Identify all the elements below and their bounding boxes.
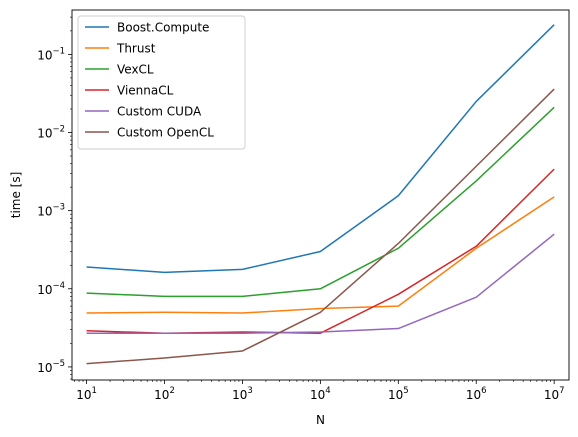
- x-tick-label: 106: [466, 386, 487, 402]
- legend-label-2: VexCL: [117, 63, 154, 77]
- legend-label-4: Custom CUDA: [117, 105, 202, 119]
- x-tick-label: 104: [310, 386, 331, 402]
- series-line-5: [86, 88, 555, 365]
- series-line-4: [86, 233, 555, 334]
- x-tick-label: 105: [388, 386, 409, 402]
- y-tick-label: 10−5: [37, 359, 65, 375]
- x-tick-label: 103: [232, 386, 253, 402]
- series-line-0: [86, 24, 555, 274]
- legend-label-1: Thrust: [116, 42, 156, 56]
- y-axis-label: time [s]: [9, 172, 23, 219]
- legend-label-3: ViennaCL: [117, 84, 174, 98]
- y-tick-label: 10−2: [37, 125, 65, 141]
- x-tick-label: 107: [544, 386, 565, 402]
- x-tick-label: 101: [76, 386, 97, 402]
- series-line-2: [86, 106, 555, 298]
- series-lines: [86, 24, 555, 365]
- legend: Boost.Compute Thrust VexCL ViennaCL Custom C…: [77, 15, 246, 150]
- legend-label-5: Custom OpenCL: [117, 126, 214, 140]
- plot-frame: [71, 9, 570, 381]
- x-tick-label: 102: [154, 386, 175, 402]
- legend-label-0: Boost.Compute: [117, 21, 209, 35]
- legend-box: [77, 15, 246, 150]
- series-line-1: [86, 196, 555, 314]
- x-axis-label: N: [316, 413, 325, 427]
- y-tick-label: 10−1: [37, 46, 65, 62]
- axis-ticks: 101 102 103 104 105 106 107 10−5 10−4 10−3 10−2 10−…: [37, 16, 565, 402]
- y-tick-label: 10−3: [37, 203, 65, 219]
- y-tick-label: 10−4: [37, 281, 65, 297]
